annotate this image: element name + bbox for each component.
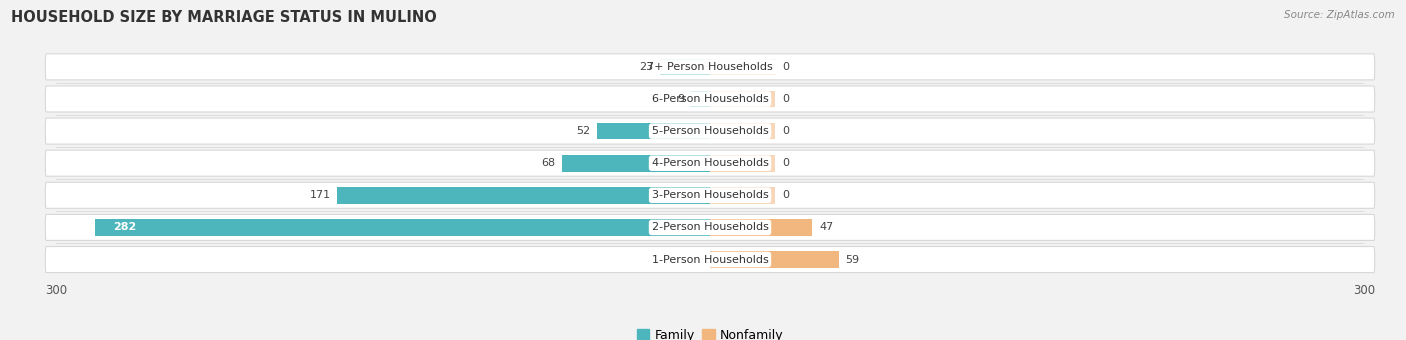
Text: 5-Person Households: 5-Person Households (651, 126, 769, 136)
Text: 0: 0 (782, 158, 789, 168)
Legend: Family, Nonfamily: Family, Nonfamily (631, 324, 789, 340)
Text: 171: 171 (309, 190, 330, 200)
Bar (96, 219, 710, 236)
Text: 4-Person Households: 4-Person Households (651, 158, 769, 168)
Text: 0: 0 (782, 126, 789, 136)
Text: 1-Person Households: 1-Person Households (651, 255, 769, 265)
Text: HOUSEHOLD SIZE BY MARRIAGE STATUS IN MULINO: HOUSEHOLD SIZE BY MARRIAGE STATUS IN MUL… (11, 10, 437, 25)
FancyBboxPatch shape (45, 54, 1375, 80)
Bar (337, 187, 710, 204)
FancyBboxPatch shape (45, 215, 1375, 240)
Text: 68: 68 (541, 158, 555, 168)
Bar (562, 155, 710, 172)
Text: 47: 47 (818, 222, 834, 233)
Bar (710, 58, 776, 75)
Bar (710, 219, 813, 236)
Bar (710, 123, 776, 139)
Text: 6-Person Households: 6-Person Households (651, 94, 769, 104)
Bar (596, 123, 710, 139)
Text: 2-Person Households: 2-Person Households (651, 222, 769, 233)
FancyBboxPatch shape (45, 86, 1375, 112)
Text: 52: 52 (576, 126, 591, 136)
FancyBboxPatch shape (45, 246, 1375, 273)
Text: 23: 23 (640, 62, 654, 72)
Text: 7+ Person Households: 7+ Person Households (647, 62, 773, 72)
Text: Source: ZipAtlas.com: Source: ZipAtlas.com (1284, 10, 1395, 20)
Text: 282: 282 (112, 222, 136, 233)
Bar (710, 251, 838, 268)
FancyBboxPatch shape (45, 150, 1375, 176)
Text: 9: 9 (676, 94, 683, 104)
Bar (710, 187, 776, 204)
Bar (659, 58, 710, 75)
Text: 59: 59 (845, 255, 859, 265)
Text: 0: 0 (782, 62, 789, 72)
Bar (710, 91, 776, 107)
FancyBboxPatch shape (45, 182, 1375, 208)
Bar (690, 91, 710, 107)
Text: 0: 0 (782, 190, 789, 200)
Text: 0: 0 (782, 94, 789, 104)
Bar (710, 155, 776, 172)
Text: 3-Person Households: 3-Person Households (651, 190, 769, 200)
FancyBboxPatch shape (45, 118, 1375, 144)
